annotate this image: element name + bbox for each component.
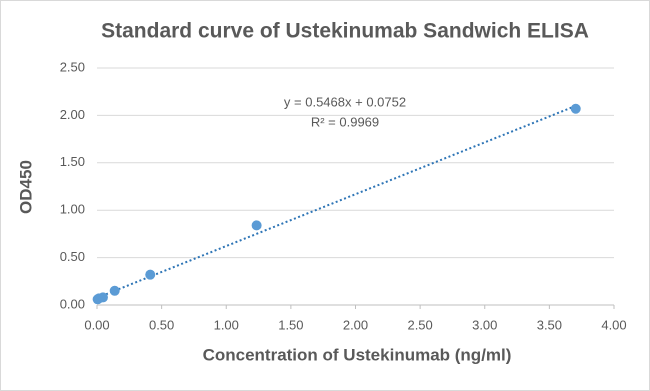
chart-title: Standard curve of Ustekinumab Sandwich E… bbox=[101, 20, 589, 43]
trendline-equation: y = 0.5468x + 0.0752 bbox=[284, 94, 406, 109]
x-tick-label: 2.50 bbox=[407, 317, 432, 332]
data-point bbox=[570, 103, 581, 114]
y-tick-label: 1.00 bbox=[60, 202, 85, 217]
y-tick-label: 0.00 bbox=[60, 296, 85, 311]
y-axis-title: OD450 bbox=[16, 160, 35, 214]
data-point bbox=[97, 292, 108, 303]
y-tick-label: 0.50 bbox=[60, 249, 85, 264]
r-squared: R² = 0.9969 bbox=[311, 114, 379, 129]
data-point bbox=[109, 285, 120, 296]
x-tick-label: 3.50 bbox=[537, 317, 562, 332]
x-tick-label: 1.50 bbox=[278, 317, 303, 332]
x-tick-label: 0.00 bbox=[84, 317, 109, 332]
data-point bbox=[145, 269, 156, 280]
x-tick-label: 1.00 bbox=[214, 317, 239, 332]
x-tick-label: 3.00 bbox=[472, 317, 497, 332]
x-tick-label: 2.00 bbox=[343, 317, 368, 332]
trendline bbox=[97, 104, 577, 299]
y-tick-label: 2.50 bbox=[60, 59, 85, 74]
data-point bbox=[251, 220, 262, 231]
x-axis-title: Concentration of Ustekinumab (ng/ml) bbox=[203, 345, 512, 364]
y-tick-label: 1.50 bbox=[60, 154, 85, 169]
x-tick-label: 4.00 bbox=[601, 317, 626, 332]
y-tick-label: 2.00 bbox=[60, 107, 85, 122]
x-tick-label: 0.50 bbox=[149, 317, 174, 332]
